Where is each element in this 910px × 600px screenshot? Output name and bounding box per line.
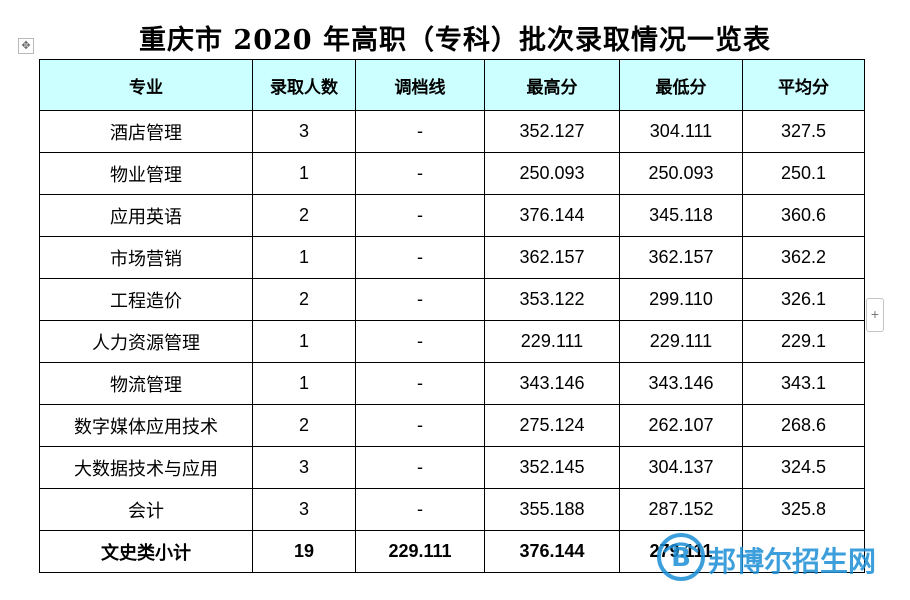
cell-average: 324.5 xyxy=(742,446,865,489)
cell-lowest: 299.110 xyxy=(619,278,743,321)
cell-lowest: 362.157 xyxy=(619,236,743,279)
cell-highest: 229.111 xyxy=(484,320,620,363)
cell-highest: 343.146 xyxy=(484,362,620,405)
watermark-text: 邦博尔招生网 xyxy=(708,545,877,578)
subtotal-count: 19 xyxy=(252,530,356,573)
cell-average: 326.1 xyxy=(742,278,865,321)
cell-highest: 250.093 xyxy=(484,152,620,195)
table-row: 市场营销 1 - 362.157 362.157 362.2 xyxy=(39,236,865,279)
cell-count: 1 xyxy=(252,362,356,405)
watermark-logo-letter: B xyxy=(671,543,691,573)
cell-cutoff: - xyxy=(355,236,485,279)
cell-count: 3 xyxy=(252,446,356,489)
header-admitted-count: 录取人数 xyxy=(252,59,356,111)
cell-highest: 376.144 xyxy=(484,194,620,237)
cell-major: 酒店管理 xyxy=(39,110,253,153)
header-cutoff-line: 调档线 xyxy=(355,59,485,111)
cell-average: 250.1 xyxy=(742,152,865,195)
cell-count: 1 xyxy=(252,320,356,363)
cell-average: 327.5 xyxy=(742,110,865,153)
cell-highest: 353.122 xyxy=(484,278,620,321)
cell-average: 325.8 xyxy=(742,488,865,531)
header-average-score: 平均分 xyxy=(742,59,865,111)
document-title: 重庆市 2020 年高职（专科）批次录取情况一览表 xyxy=(139,25,771,56)
cell-major: 会计 xyxy=(39,488,253,531)
header-highest-score: 最高分 xyxy=(484,59,620,111)
cell-count: 1 xyxy=(252,236,356,279)
table-header-row: 专业 录取人数 调档线 最高分 最低分 平均分 xyxy=(39,59,865,111)
cell-average: 229.1 xyxy=(742,320,865,363)
cell-lowest: 287.152 xyxy=(619,488,743,531)
subtotal-row: 文史类小计 19 229.111 376.144 279.111 xyxy=(39,530,865,573)
cell-highest: 362.157 xyxy=(484,236,620,279)
cell-major: 物业管理 xyxy=(39,152,253,195)
cell-lowest: 229.111 xyxy=(619,320,743,363)
cell-cutoff: - xyxy=(355,278,485,321)
cell-lowest: 343.146 xyxy=(619,362,743,405)
cell-average: 268.6 xyxy=(742,404,865,447)
cell-major: 人力资源管理 xyxy=(39,320,253,363)
cell-lowest: 304.111 xyxy=(619,110,743,153)
cell-lowest: 345.118 xyxy=(619,194,743,237)
cell-cutoff: - xyxy=(355,194,485,237)
cell-major: 数字媒体应用技术 xyxy=(39,404,253,447)
subtotal-cutoff: 229.111 xyxy=(355,530,485,573)
cell-average: 360.6 xyxy=(742,194,865,237)
table-row: 大数据技术与应用 3 - 352.145 304.137 324.5 xyxy=(39,446,865,489)
subtotal-average xyxy=(742,530,865,573)
cell-major: 工程造价 xyxy=(39,278,253,321)
table-row: 人力资源管理 1 - 229.111 229.111 229.1 xyxy=(39,320,865,363)
table-row: 数字媒体应用技术 2 - 275.124 262.107 268.6 xyxy=(39,404,865,447)
header-major: 专业 xyxy=(39,59,253,111)
cell-count: 3 xyxy=(252,488,356,531)
cell-major: 市场营销 xyxy=(39,236,253,279)
watermark-logo-icon: B xyxy=(657,533,705,581)
cell-cutoff: - xyxy=(355,110,485,153)
add-column-icon[interactable]: + xyxy=(866,298,884,332)
subtotal-label: 文史类小计 xyxy=(39,530,253,573)
cell-count: 3 xyxy=(252,110,356,153)
cell-major: 应用英语 xyxy=(39,194,253,237)
site-watermark: B 邦博尔招生网 xyxy=(656,531,906,583)
admission-table: 专业 录取人数 调档线 最高分 最低分 平均分 酒店管理 3 - 352.127… xyxy=(39,59,865,573)
cell-count: 1 xyxy=(252,152,356,195)
cell-cutoff: - xyxy=(355,488,485,531)
cell-cutoff: - xyxy=(355,362,485,405)
table-row: 酒店管理 3 - 352.127 304.111 327.5 xyxy=(39,110,865,153)
cell-count: 2 xyxy=(252,194,356,237)
cell-average: 343.1 xyxy=(742,362,865,405)
table-move-handle-icon[interactable]: ✥ xyxy=(18,38,34,54)
cell-cutoff: - xyxy=(355,320,485,363)
table-row: 会计 3 - 355.188 287.152 325.8 xyxy=(39,488,865,531)
cell-cutoff: - xyxy=(355,404,485,447)
cell-lowest: 250.093 xyxy=(619,152,743,195)
cell-cutoff: - xyxy=(355,446,485,489)
table-row: 物流管理 1 - 343.146 343.146 343.1 xyxy=(39,362,865,405)
table-row: 应用英语 2 - 376.144 345.118 360.6 xyxy=(39,194,865,237)
table-row: 工程造价 2 - 353.122 299.110 326.1 xyxy=(39,278,865,321)
cell-major: 大数据技术与应用 xyxy=(39,446,253,489)
cell-highest: 352.145 xyxy=(484,446,620,489)
cell-count: 2 xyxy=(252,278,356,321)
cell-lowest: 262.107 xyxy=(619,404,743,447)
cell-major: 物流管理 xyxy=(39,362,253,405)
table-row: 物业管理 1 - 250.093 250.093 250.1 xyxy=(39,152,865,195)
subtotal-highest: 376.144 xyxy=(484,530,620,573)
cell-count: 2 xyxy=(252,404,356,447)
cell-average: 362.2 xyxy=(742,236,865,279)
header-lowest-score: 最低分 xyxy=(619,59,743,111)
cell-highest: 355.188 xyxy=(484,488,620,531)
cell-highest: 352.127 xyxy=(484,110,620,153)
cell-cutoff: - xyxy=(355,152,485,195)
cell-lowest: 304.137 xyxy=(619,446,743,489)
cell-highest: 275.124 xyxy=(484,404,620,447)
